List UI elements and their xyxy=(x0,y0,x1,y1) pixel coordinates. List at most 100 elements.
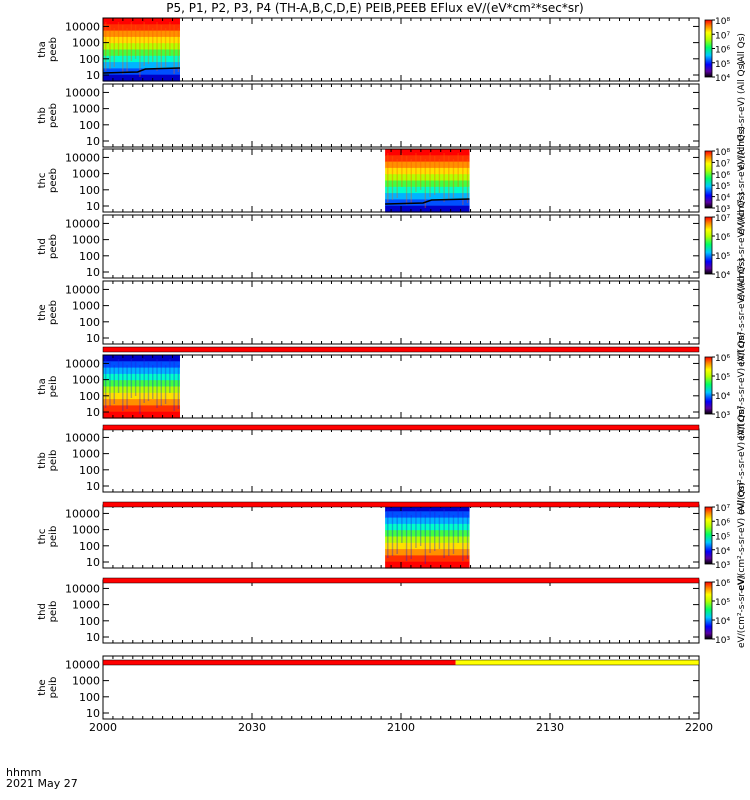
spectrogram-band xyxy=(385,205,470,213)
y-axis-label: thbpeeb xyxy=(37,103,59,128)
colorbar-tick-label: 10⁵ xyxy=(715,373,730,383)
spectrogram-texture xyxy=(391,156,394,200)
colorbar-tick-label: 10⁵ xyxy=(715,533,730,543)
spectrogram-texture xyxy=(143,359,145,403)
spectrogram-texture xyxy=(134,362,137,396)
date-label: 2021 May 27 xyxy=(6,777,78,790)
y-tick-label: 1000 xyxy=(72,524,100,537)
colorbar-tick-label: 10⁶ xyxy=(715,233,730,243)
x-tick-label: 2130 xyxy=(536,721,564,734)
spectrogram-band xyxy=(385,149,470,156)
spectrogram-texture xyxy=(169,22,171,56)
spectrogram-texture xyxy=(419,512,422,546)
spectrogram-band xyxy=(103,373,180,381)
spectrogram-band xyxy=(103,392,180,400)
colorbar-tick-label: 10⁷ xyxy=(715,159,730,169)
panel-tha_peib: 10 100 1000 10000 thapeib 10³ 10⁴ 10⁵ 10⁶ eV/(cm²… xyxy=(37,332,747,441)
spectrogram-band xyxy=(385,523,470,531)
spectrogram-texture xyxy=(448,156,450,200)
spectrogram-texture xyxy=(177,365,180,409)
spectrogram-band xyxy=(103,49,180,57)
colorbar-label: eV/(cm²-s-sr-eV) (All Qs) xyxy=(737,332,747,441)
panel-frame xyxy=(102,579,700,644)
spectrogram-texture xyxy=(410,515,412,559)
spectrogram-texture xyxy=(126,365,128,409)
spectrogram-band xyxy=(103,411,180,419)
panel-frame xyxy=(102,655,700,720)
colorbar-tick-label: 10⁴ xyxy=(715,617,730,627)
y-tick-label: 10000 xyxy=(65,658,100,671)
spectrogram-texture xyxy=(139,28,141,77)
spectrogram-band xyxy=(385,174,470,182)
spectrogram-texture xyxy=(434,156,436,195)
y-axis-label: thdpeib xyxy=(37,601,59,623)
colorbar-tick-label: 10⁸ xyxy=(715,17,730,27)
spectrogram-texture xyxy=(462,156,464,205)
y-tick-label: 10 xyxy=(86,406,100,419)
spectrogram-texture xyxy=(424,515,427,564)
y-axis-label: thepeib xyxy=(37,677,59,699)
y-tick-label: 10000 xyxy=(65,151,100,164)
spectrogram-texture xyxy=(152,365,154,399)
status-bar xyxy=(103,425,699,430)
colorbar-tick-label: 10⁶ xyxy=(715,354,730,364)
spectrogram-band xyxy=(103,405,180,413)
y-tick-label: 10 xyxy=(86,332,100,345)
spectrogram-texture xyxy=(462,512,464,561)
spectrogram-texture xyxy=(156,22,158,71)
colorbar-label: eV/(cm²-s-sr-eV) (All Qs) xyxy=(737,258,747,367)
spectrogram-band xyxy=(103,380,180,388)
data-line xyxy=(385,198,470,205)
y-tick-label: 100 xyxy=(79,119,100,132)
colorbar xyxy=(704,506,713,565)
y-tick-label: 10000 xyxy=(65,283,100,296)
colorbar-tick-label: 10⁴ xyxy=(715,271,730,281)
spectrogram-texture xyxy=(117,22,120,56)
colorbar-tick-label: 10⁶ xyxy=(715,171,730,181)
spectrogram-band xyxy=(385,186,470,194)
colorbar-tick-label: 10⁶ xyxy=(715,579,730,589)
spectrogram-texture xyxy=(466,159,469,203)
y-tick-label: 100 xyxy=(79,316,100,329)
panel-thd_peib: 10 100 1000 10000 thdpeib 10³ 10⁴ 10⁵ 10⁶ eV/(cm²… xyxy=(37,575,747,648)
spectrogram-texture xyxy=(401,153,403,187)
y-axis-label: thdpeeb xyxy=(37,234,59,259)
y-tick-label: 1000 xyxy=(72,374,100,387)
spectrogram-texture xyxy=(396,159,398,198)
spectrogram-texture xyxy=(448,512,450,556)
y-tick-label: 100 xyxy=(79,250,100,263)
spectrogram-band xyxy=(385,530,470,538)
colorbar-tick-label: 10⁶ xyxy=(715,518,730,528)
status-bar xyxy=(455,660,699,665)
y-tick-label: 10 xyxy=(86,556,100,569)
spectrogram-band xyxy=(385,542,470,550)
spectrogram-texture xyxy=(126,28,128,72)
spectrogram-band xyxy=(385,561,470,569)
spectrogram-band xyxy=(103,43,180,51)
y-tick-label: 100 xyxy=(79,540,100,553)
colorbar-tick-label: 10⁴ xyxy=(715,74,730,84)
spectrogram-texture xyxy=(401,509,403,543)
time-label: hhmm xyxy=(6,766,42,779)
spectrogram-texture xyxy=(434,512,436,551)
spectrogram-band xyxy=(385,511,470,519)
spectrogram-band xyxy=(385,536,470,544)
colorbar-tick-label: 10⁷ xyxy=(715,504,730,514)
panel-frame xyxy=(102,280,700,345)
panel-frame xyxy=(102,17,700,82)
colorbar-label: eV/(cm²-s-sr-eV) (All Qs) xyxy=(737,126,747,235)
spectrogram-band xyxy=(103,361,180,369)
y-tick-label: 1000 xyxy=(72,448,100,461)
y-axis-label: thcpeib xyxy=(37,526,59,548)
colorbar-tick-label: 10³ xyxy=(715,636,730,646)
colorbar-label: eV/(cm²-s-sr-eV) (All Qs) xyxy=(737,61,747,170)
spectrogram-texture xyxy=(105,359,107,408)
colorbar-tick-label: 10³ xyxy=(715,561,730,571)
panel-thc_peib: 10 100 1000 10000 thcpeib 10³ 10⁴ 10⁵ 10⁶ 10⁷ eV/(… xyxy=(37,482,747,591)
colorbar xyxy=(704,581,713,640)
spectrogram-band xyxy=(103,399,180,406)
spectrogram-texture xyxy=(452,515,455,554)
spectrogram-texture xyxy=(177,28,180,72)
spectrogram-texture xyxy=(443,509,445,558)
colorbar-label: eV/(cm²-s-sr-eV) xyxy=(737,575,747,648)
